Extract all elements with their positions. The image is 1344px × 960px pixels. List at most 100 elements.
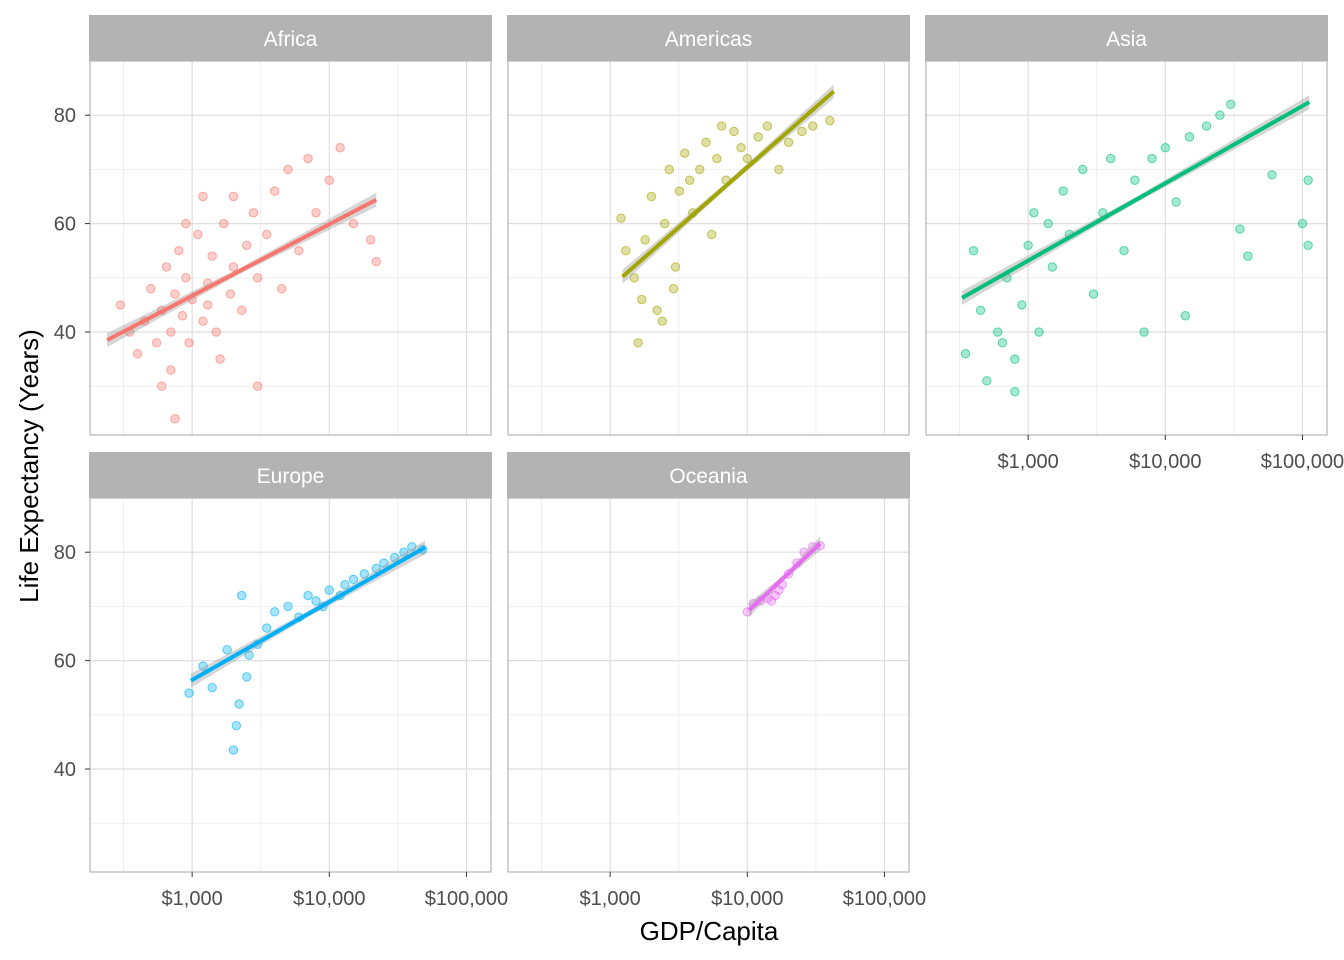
data-point [1029, 208, 1039, 218]
data-point [184, 688, 194, 698]
data-point [652, 305, 662, 316]
data-point [774, 585, 784, 595]
data-point [1303, 240, 1313, 250]
facet-label: Africa [264, 28, 318, 51]
data-point [222, 645, 232, 655]
facet-strip [925, 15, 1328, 61]
facet-label: Europe [257, 465, 325, 488]
data-point [706, 229, 717, 240]
data-point [968, 246, 979, 256]
panel-africa: Africa 40 60 80 [54, 15, 492, 436]
data-point [219, 218, 229, 229]
data-point [1184, 132, 1195, 142]
data-point [621, 246, 631, 256]
data-point [1215, 110, 1225, 120]
data-point [166, 365, 176, 375]
data-point [390, 552, 400, 563]
data-point [146, 283, 156, 294]
y-tick-label: 80 [54, 105, 76, 127]
data-point [670, 262, 681, 272]
y-tick-label: 80 [54, 542, 76, 564]
data-point [657, 316, 667, 326]
data-point [270, 186, 280, 196]
data-point [324, 175, 334, 185]
data-point [166, 327, 176, 337]
data-point [151, 338, 162, 348]
data-point [762, 121, 773, 131]
x-tick-label: $10,000 [293, 888, 365, 910]
data-point [753, 132, 763, 142]
data-point [640, 235, 650, 245]
data-point [1226, 99, 1236, 110]
data-point [161, 262, 172, 272]
data-point [283, 601, 293, 612]
panel-background [90, 498, 491, 872]
data-point [1267, 170, 1277, 180]
data-point [993, 327, 1003, 337]
data-point [660, 218, 670, 229]
data-point [231, 720, 242, 731]
data-point [1043, 218, 1053, 229]
data-point [808, 121, 818, 131]
data-point [294, 246, 304, 256]
data-point [736, 143, 746, 153]
data-point [1303, 175, 1313, 185]
y-tick-label: 60 [54, 651, 76, 673]
data-point [616, 213, 626, 223]
panel-oceania: Oceania $1,000 $10,000 $100,000 [507, 452, 926, 910]
data-point [774, 164, 784, 175]
x-tick-label: $10,000 [711, 888, 783, 910]
data-point [1201, 121, 1212, 131]
data-point [198, 316, 208, 326]
data-point [207, 251, 217, 261]
data-point [303, 153, 313, 164]
data-point [695, 164, 705, 175]
data-point [324, 585, 334, 595]
data-point [680, 148, 690, 158]
facet-label: Asia [1106, 28, 1147, 51]
data-point [701, 137, 711, 148]
data-point [311, 208, 321, 218]
data-point [1139, 327, 1149, 337]
data-point [277, 283, 287, 294]
data-point [633, 338, 643, 348]
data-point [270, 607, 280, 617]
y-tick-label: 40 [54, 759, 76, 781]
data-point [379, 558, 389, 568]
panel-americas: Americas [507, 15, 910, 436]
data-point [184, 338, 194, 348]
data-point [181, 273, 191, 283]
data-point [252, 273, 263, 283]
y-tick-label: 40 [54, 322, 76, 344]
data-point [170, 289, 180, 299]
panel-europe: Europe 40 60 80 $1,000 $10,000 $100,000 [54, 452, 508, 910]
data-point [1010, 386, 1020, 397]
x-tick-label: $100,000 [425, 888, 508, 910]
data-point [359, 569, 370, 579]
data-point [1106, 153, 1116, 164]
data-point [371, 256, 381, 267]
x-tick-label: $100,000 [843, 888, 926, 910]
data-point [1235, 224, 1245, 234]
data-point [193, 229, 203, 240]
data-point [303, 590, 313, 601]
data-point [783, 137, 794, 148]
data-point [234, 699, 244, 709]
data-point [228, 262, 239, 272]
data-point [1023, 240, 1033, 250]
data-point [262, 623, 272, 633]
data-point [1160, 143, 1170, 153]
data-point [262, 229, 272, 240]
data-point [674, 186, 685, 196]
panel-background [90, 61, 491, 435]
trend-line [621, 89, 836, 279]
data-point [742, 153, 752, 164]
panel-asia: Asia $1,000 $10,000 $100,000 [925, 15, 1344, 473]
data-point [335, 143, 345, 153]
data-point [1130, 175, 1140, 185]
data-point [215, 354, 225, 364]
data-point [997, 338, 1008, 348]
data-point [766, 596, 777, 606]
data-point [646, 191, 657, 202]
